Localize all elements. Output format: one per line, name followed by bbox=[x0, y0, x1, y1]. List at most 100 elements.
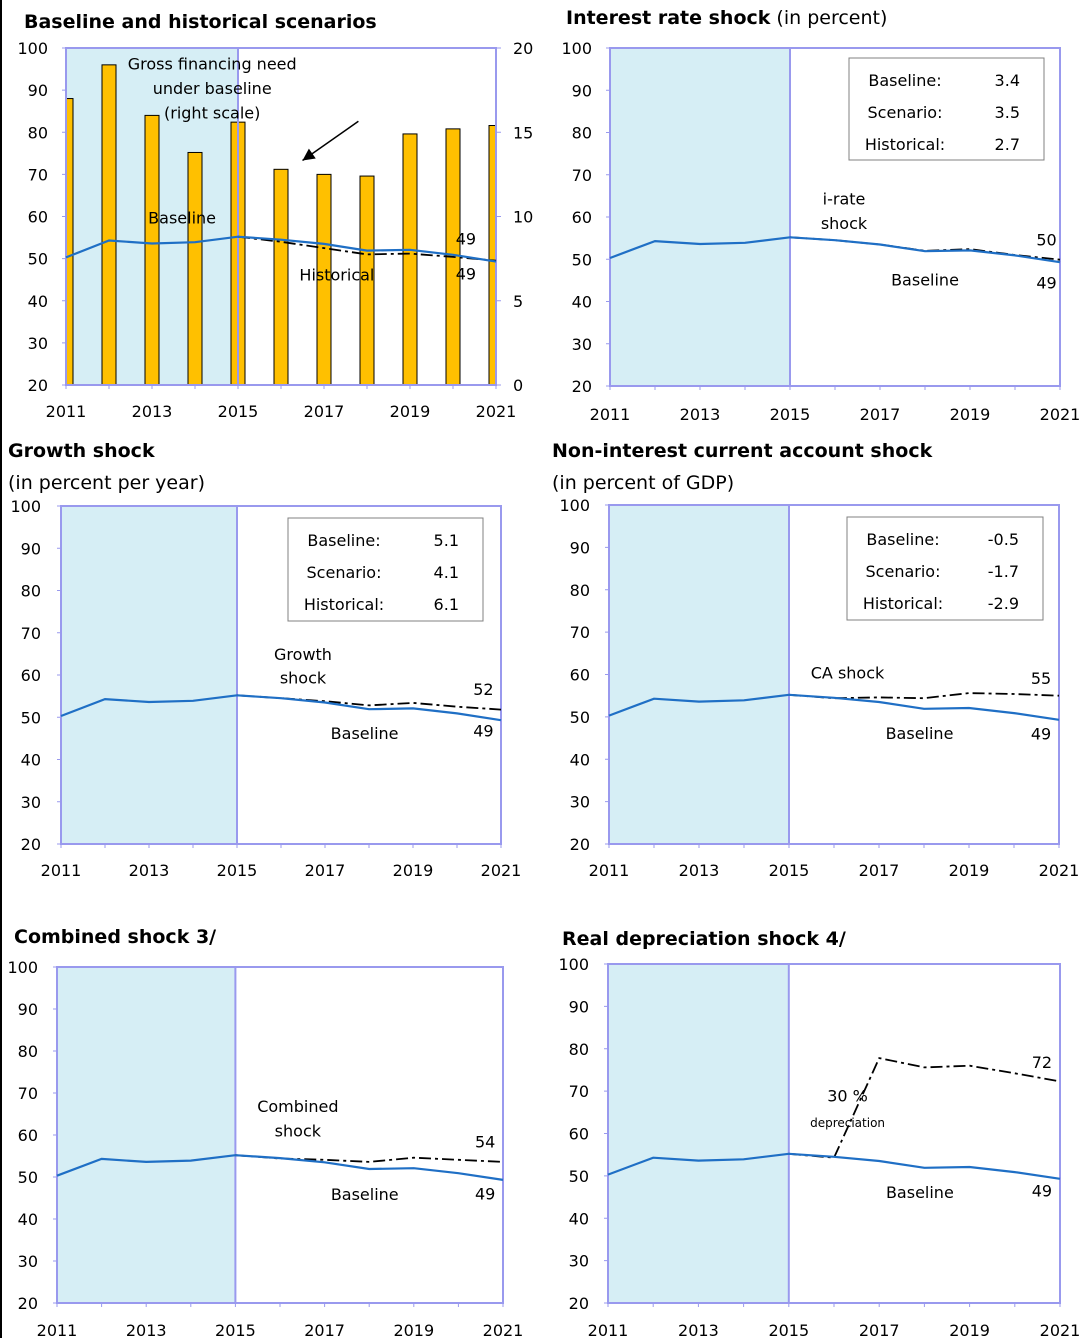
gfn-bar-2013 bbox=[144, 114, 160, 386]
x-tick-label: 2013 bbox=[678, 1321, 719, 1338]
y-tick-label: 50 bbox=[572, 250, 592, 269]
x-tick-label: 2019 bbox=[393, 861, 434, 880]
annotation-label: 49 bbox=[1036, 273, 1056, 292]
y-tick-label: 70 bbox=[569, 1082, 589, 1101]
x-tick-label: 2013 bbox=[680, 405, 721, 424]
annotation-label: Baseline bbox=[148, 209, 216, 228]
y-tick-label: 60 bbox=[572, 208, 592, 227]
x-tick-label: 2013 bbox=[679, 861, 720, 880]
series-line-baseline bbox=[65, 235, 497, 263]
y-tick-label: 20 bbox=[18, 1294, 38, 1313]
chart-panel-6: 20 30 40 50 60 70 80 90 100 2011 2013 2015 2017 2019 2… bbox=[558, 928, 1080, 1338]
annotation-label: Baseline bbox=[331, 1185, 399, 1204]
y-tick-label: 80 bbox=[28, 123, 48, 142]
arrow-head bbox=[302, 148, 316, 161]
y-tick-label: 30 bbox=[28, 334, 48, 353]
y-tick-label: 30 bbox=[570, 793, 590, 812]
summary-row-label: Baseline: bbox=[868, 71, 941, 90]
annotation-label: 49 bbox=[456, 264, 476, 283]
y-tick-label: 90 bbox=[18, 1000, 38, 1019]
x-tick-label: 2015 bbox=[769, 861, 810, 880]
x-tick-label: 2017 bbox=[304, 402, 345, 421]
x-tick-label: 2017 bbox=[859, 861, 900, 880]
series-line-ca-shock bbox=[788, 692, 1060, 700]
y-tick-label: 90 bbox=[570, 538, 590, 557]
y-tick-label: 70 bbox=[570, 623, 590, 642]
annotation-label: Baseline bbox=[891, 270, 959, 289]
series-line-30-depreciation bbox=[788, 1057, 1061, 1159]
series-line-combined-shock bbox=[235, 1154, 504, 1163]
x-tick-label: 2015 bbox=[218, 402, 259, 421]
gfn-bar-2021 bbox=[488, 125, 497, 386]
x-tick-label: 2019 bbox=[390, 402, 431, 421]
x-tick-label: 2019 bbox=[949, 1321, 990, 1338]
annotation-label: 49 bbox=[1032, 1182, 1052, 1201]
y-tick-label: 100 bbox=[10, 497, 41, 516]
x-tick-label: 2021 bbox=[476, 402, 517, 421]
annotation-label: i-rate bbox=[823, 189, 866, 208]
summary-row-value: -0.5 bbox=[988, 530, 1019, 549]
chart-panel-2: 20 30 40 50 60 70 80 90 100 2011 2013 2015 2017 2019 2… bbox=[561, 7, 1080, 424]
panel-title: Interest rate shock (in percent) bbox=[566, 7, 887, 29]
summary-row-label: Scenario: bbox=[307, 563, 382, 582]
y-tick-label: 100 bbox=[7, 958, 38, 977]
y2-tick-label: 10 bbox=[513, 208, 533, 227]
annotation-label: 49 bbox=[456, 230, 476, 249]
series-line-baseline bbox=[60, 694, 502, 722]
y-tick-label: 100 bbox=[17, 39, 48, 58]
panel-subtitle: (in percent per year) bbox=[8, 472, 205, 494]
x-tick-label: 2011 bbox=[41, 861, 82, 880]
annotation-label: under baseline bbox=[153, 79, 272, 98]
x-tick-label: 2021 bbox=[1039, 861, 1080, 880]
series-line-baseline bbox=[607, 1152, 1061, 1180]
summary-row-label: Historical: bbox=[304, 595, 384, 614]
summary-box bbox=[846, 516, 1044, 621]
x-tick-label: 2015 bbox=[770, 405, 811, 424]
annotation-label: 49 bbox=[1031, 724, 1051, 743]
y-tick-label: 30 bbox=[18, 1252, 38, 1271]
y2-tick-label: 20 bbox=[513, 39, 533, 58]
y-tick-label: 20 bbox=[572, 377, 592, 396]
x-tick-label: 2011 bbox=[588, 1321, 629, 1338]
summary-box bbox=[287, 517, 484, 622]
y-tick-label: 40 bbox=[572, 293, 592, 312]
annotation-label: 49 bbox=[475, 1184, 495, 1203]
y-tick-label: 60 bbox=[18, 1126, 38, 1145]
panel-title: Real depreciation shock 4/ bbox=[562, 928, 846, 950]
panel-title: Combined shock 3/ bbox=[14, 926, 216, 948]
annotation-label: (right scale) bbox=[164, 103, 260, 122]
y-tick-label: 50 bbox=[570, 708, 590, 727]
x-tick-label: 2021 bbox=[483, 1321, 524, 1338]
shaded-history-region bbox=[61, 506, 237, 844]
panel-subtitle: (in percent of GDP) bbox=[552, 472, 734, 494]
x-tick-label: 2011 bbox=[37, 1321, 78, 1338]
shaded-history-region bbox=[57, 967, 236, 1303]
y-tick-label: 30 bbox=[21, 793, 41, 812]
x-tick-label: 2017 bbox=[860, 405, 901, 424]
x-tick-label: 2015 bbox=[215, 1321, 256, 1338]
gfn-bar-2016 bbox=[273, 168, 289, 386]
y-tick-label: 90 bbox=[21, 539, 41, 558]
annotation-label: Baseline bbox=[331, 724, 399, 743]
y-tick-label: 80 bbox=[572, 124, 592, 143]
x-tick-label: 2019 bbox=[393, 1321, 434, 1338]
chart-panel-3: 20 30 40 50 60 70 80 90 100 2011 2013 2015 2017 2019 2… bbox=[8, 440, 521, 880]
summary-row-value: 5.1 bbox=[434, 531, 459, 550]
y-tick-label: 20 bbox=[21, 835, 41, 854]
x-tick-label: 2017 bbox=[304, 1321, 345, 1338]
series-line-baseline bbox=[56, 1154, 504, 1181]
summary-row-label: Scenario: bbox=[866, 562, 941, 581]
y-tick-label: 50 bbox=[569, 1167, 589, 1186]
x-tick-label: 2019 bbox=[950, 405, 991, 424]
y-tick-label: 50 bbox=[28, 250, 48, 269]
gfn-bar-2014 bbox=[187, 151, 203, 386]
x-tick-label: 2011 bbox=[46, 402, 87, 421]
y-tick-label: 90 bbox=[572, 81, 592, 100]
x-tick-label: 2011 bbox=[589, 861, 630, 880]
y-tick-label: 60 bbox=[21, 666, 41, 685]
summary-row-value: -1.7 bbox=[988, 562, 1019, 581]
summary-row-value: 3.5 bbox=[995, 103, 1020, 122]
y2-tick-label: 15 bbox=[513, 123, 533, 142]
y-tick-label: 80 bbox=[569, 1040, 589, 1059]
summary-row-value: -2.9 bbox=[988, 594, 1019, 613]
